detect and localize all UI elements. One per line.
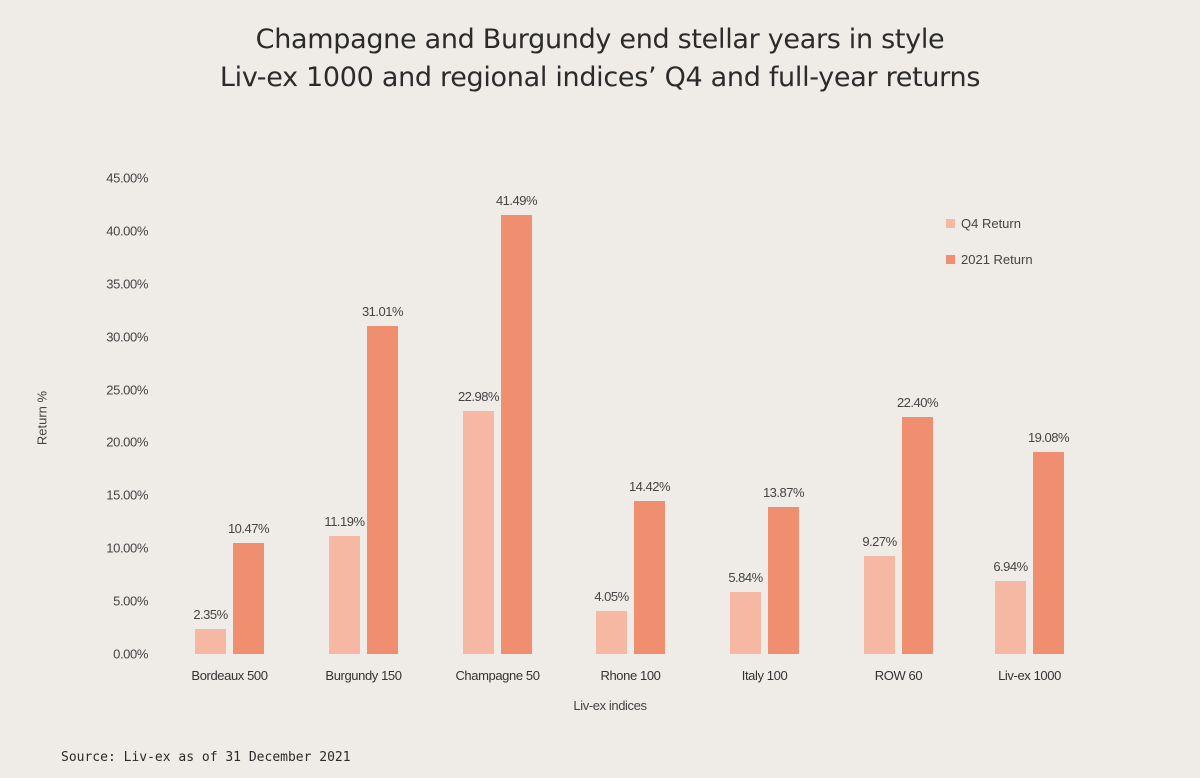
bar-2021-rhone-100 — [634, 501, 665, 654]
legend-swatch-2021-icon — [946, 254, 955, 264]
bar-q4-liv-ex-1000 — [995, 580, 1026, 654]
y-axis-label: Return % — [34, 390, 50, 446]
y-tick-label: 30.00% — [106, 329, 148, 345]
x-tick-label: Italy 100 — [741, 668, 788, 683]
data-label: 14.42% — [628, 479, 671, 495]
legend-label: 2021 Return — [961, 251, 1033, 267]
bar-q4-champagne-50 — [463, 410, 494, 654]
data-label: 5.84% — [728, 570, 763, 586]
data-label: 13.87% — [762, 485, 805, 501]
bar-2021-burgundy-150 — [367, 325, 398, 654]
bar-q4-rhone-100 — [596, 611, 627, 654]
data-label: 22.40% — [896, 395, 939, 410]
bar-q4-bordeaux-500 — [195, 629, 226, 654]
x-tick-label: ROW 60 — [874, 668, 923, 683]
legend-swatch-q4-icon — [946, 218, 955, 228]
legend: Q4 Return 2021 Return — [946, 214, 1033, 286]
y-tick-label: 0.00% — [113, 646, 148, 662]
legend-item-q4: Q4 Return — [946, 214, 1033, 232]
source-note: Source: Liv-ex as of 31 December 2021 — [61, 750, 351, 765]
bar-q4-italy-100 — [730, 592, 761, 654]
y-tick-label: 15.00% — [106, 487, 148, 503]
y-tick-label: 45.00% — [106, 170, 148, 186]
y-tick-label: 40.00% — [106, 223, 148, 239]
legend-label: Q4 Return — [961, 215, 1021, 231]
data-label: 6.94% — [993, 558, 1028, 574]
data-label: 2.35% — [193, 607, 228, 623]
y-tick-label: 20.00% — [106, 434, 148, 450]
x-tick-label: Champagne 50 — [455, 668, 540, 683]
bar-2021-liv-ex-1000 — [1033, 452, 1064, 654]
y-tick-label: 5.00% — [113, 593, 148, 609]
bar-2021-italy-100 — [768, 507, 799, 654]
data-label: 9.27% — [862, 533, 897, 549]
data-label: 10.47% — [227, 521, 270, 537]
data-label: 11.19% — [324, 513, 365, 529]
chart-title: Champagne and Burgundy end stellar years… — [255, 24, 945, 55]
data-label: 4.05% — [594, 589, 629, 605]
x-tick-label: Rhone 100 — [600, 668, 661, 683]
x-axis-label: Liv-ex indices — [573, 698, 647, 713]
legend-item-2021: 2021 Return — [946, 250, 1033, 268]
y-tick-label: 25.00% — [106, 382, 148, 397]
data-label: 31.01% — [361, 303, 404, 319]
x-tick-label: Bordeaux 500 — [191, 668, 268, 683]
bar-2021-bordeaux-500 — [233, 543, 264, 654]
x-tick-label: Burgundy 150 — [325, 668, 402, 683]
data-label: 19.08% — [1027, 430, 1070, 446]
chart-subtitle: Liv-ex 1000 and regional indices’ Q4 and… — [219, 62, 981, 93]
bar-q4-row-60 — [864, 555, 895, 654]
x-tick-label: Liv-ex 1000 — [998, 668, 1061, 683]
y-tick-label: 10.00% — [106, 540, 148, 556]
data-label: 22.98% — [457, 388, 500, 404]
bar-2021-champagne-50 — [501, 215, 532, 654]
bar-2021-row-60 — [902, 417, 933, 654]
bar-q4-burgundy-150 — [329, 535, 360, 654]
data-label: 41.49% — [495, 193, 538, 209]
y-tick-label: 35.00% — [106, 276, 148, 292]
